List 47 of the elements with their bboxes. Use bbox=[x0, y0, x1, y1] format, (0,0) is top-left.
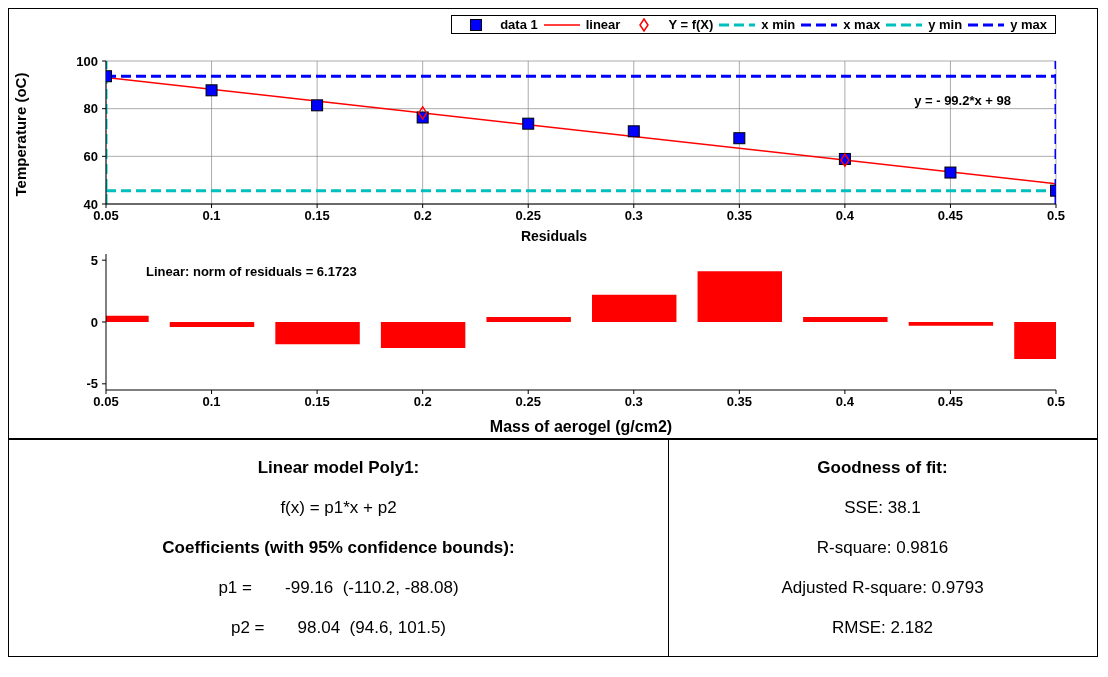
text: SSE: 38.1 bbox=[843, 497, 922, 519]
x-tick-label: 0.05 bbox=[93, 394, 119, 410]
legend-label: data 1 bbox=[500, 17, 538, 32]
text: Linear model Poly1: bbox=[256, 457, 421, 479]
x-tick-label: 0.25 bbox=[515, 208, 541, 224]
y-tick-label: 100 bbox=[76, 53, 98, 69]
y-axis-title: Temperature (oC) bbox=[12, 72, 30, 197]
x-tick-label: 0.45 bbox=[937, 394, 964, 410]
text: p2 = 98.04 (94.6, 101.5) bbox=[230, 617, 447, 639]
y-tick-label: 0 bbox=[90, 314, 98, 330]
x-tick-label: 0.15 bbox=[304, 208, 330, 224]
x-tick-label: 0.1 bbox=[202, 394, 221, 410]
legend-label: x min bbox=[761, 17, 796, 32]
x-tick-label: 0.4 bbox=[835, 394, 855, 410]
x-tick-label: 0.2 bbox=[413, 394, 432, 410]
x-tick-label: 0.15 bbox=[304, 394, 330, 410]
legend-label: Y = f(X) bbox=[668, 17, 714, 32]
x-tick-label: 0.35 bbox=[726, 394, 752, 410]
y-tick-label: 5 bbox=[90, 252, 98, 268]
legend-label: y max bbox=[1010, 17, 1047, 32]
text: Goodness of fit: bbox=[816, 457, 949, 479]
text: Adjusted R-square: 0.9793 bbox=[780, 577, 985, 599]
annotation: y = - 99.2*x + 98 bbox=[914, 93, 1011, 108]
x-axis-title: Mass of aerogel (g/cm2) bbox=[488, 418, 674, 436]
x-tick-label: 0.5 bbox=[1046, 394, 1066, 410]
legend-label: linear bbox=[585, 17, 621, 32]
y-tick-label: -5 bbox=[86, 376, 98, 392]
chart-title: Residuals bbox=[519, 228, 589, 244]
x-tick-label: 0.35 bbox=[726, 208, 752, 224]
legend-label: x max bbox=[843, 17, 881, 32]
annotation: Linear: norm of residuals = 6.1723 bbox=[146, 264, 357, 279]
text: RMSE: 2.182 bbox=[830, 617, 935, 639]
legend-label: y min bbox=[928, 17, 963, 32]
text: f(x) = p1*x + p2 bbox=[279, 497, 398, 519]
x-tick-label: 0.5 bbox=[1046, 208, 1066, 224]
y-tick-label: 60 bbox=[83, 148, 98, 164]
text: Coefficients (with 95% confidence bounds): bbox=[161, 537, 516, 559]
x-tick-label: 0.45 bbox=[937, 208, 964, 224]
x-tick-label: 0.2 bbox=[413, 208, 432, 224]
text: p1 = -99.16 (-110.2, -88.08) bbox=[217, 577, 460, 599]
text: R-square: 0.9816 bbox=[815, 537, 950, 559]
x-tick-label: 0.4 bbox=[835, 208, 855, 224]
x-tick-label: 0.25 bbox=[515, 394, 541, 410]
x-tick-label: 0.1 bbox=[202, 208, 221, 224]
y-tick-label: 80 bbox=[83, 101, 98, 117]
x-tick-label: 0.3 bbox=[624, 208, 643, 224]
x-tick-label: 0.3 bbox=[624, 394, 643, 410]
